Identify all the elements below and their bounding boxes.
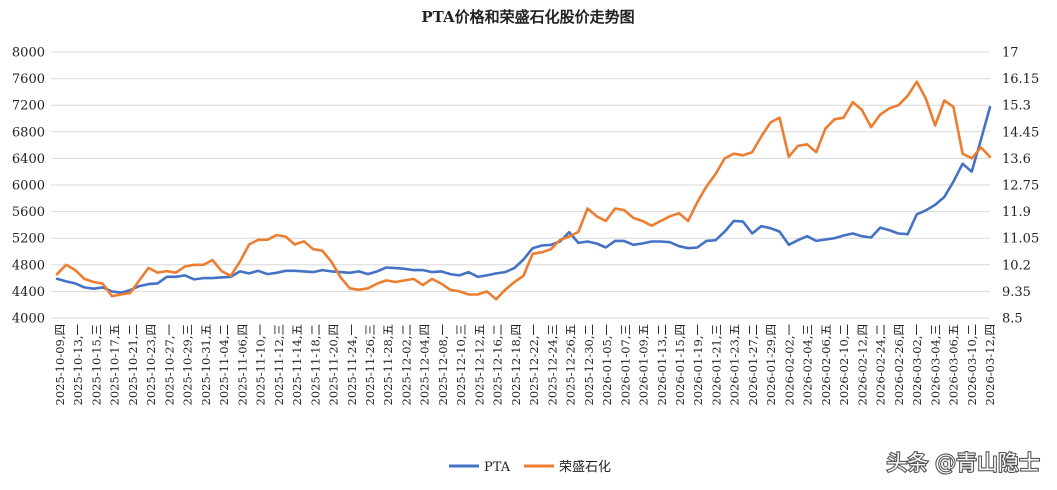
x-tick-label: 2025-11-06,四: [235, 324, 249, 405]
legend: PTA 荣盛石化: [449, 460, 611, 475]
x-tick-label: 2025-10-29,三: [181, 324, 195, 405]
x-tick-label: 2026-03-04,三: [928, 324, 942, 405]
y-axis-right: 17 16.15 15.3 14.45 13.6 12.75 11.9 11.05 10.2 9.…: [1002, 46, 1039, 327]
x-tick-label: 2025-12-12,五: [472, 324, 486, 405]
x-tick-label: 2025-12-30,二: [582, 324, 596, 405]
x-tick-label: 2026-02-04,三: [801, 324, 815, 405]
y-right-tick-label: 10.2: [1002, 258, 1031, 273]
x-tick-label: 2026-03-06,五: [947, 324, 961, 405]
x-tick-label: 2025-12-18,四: [509, 324, 523, 405]
y-left-tick-label: 6400: [12, 152, 45, 167]
y-left-tick-label: 5600: [12, 205, 45, 220]
series-line-pta: [55, 105, 992, 295]
y-left-tick-label: 6800: [12, 125, 45, 140]
x-tick-label: 2025-12-08,一: [436, 324, 450, 406]
x-tick-label: 2025-10-15,三: [89, 324, 103, 405]
x-tick-label: 2025-12-26,五: [564, 324, 578, 405]
x-tick-label: 2026-02-26,四: [892, 324, 906, 405]
x-tick-label: 2025-11-10,一: [254, 324, 268, 406]
y-left-tick-label: 7600: [12, 72, 45, 87]
y-left-tick-label: 8000: [12, 46, 45, 61]
x-tick-label: 2025-11-26,三: [363, 324, 377, 405]
y-right-tick-label: 13.6: [1002, 152, 1031, 167]
x-tick-label: 2026-02-12,四: [855, 324, 869, 405]
x-tick-label: 2025-12-22,一: [527, 324, 541, 406]
x-tick-label: 2026-01-15,四: [673, 324, 687, 405]
x-tick-label: 2026-01-05,一: [600, 324, 614, 406]
x-tick-label: 2025-10-31,五: [199, 324, 213, 405]
x-tick-label: 2025-11-12,三: [272, 324, 286, 405]
x-tick-label: 2026-02-10,二: [837, 324, 851, 405]
x-tick-label: 2026-01-07,三: [618, 324, 632, 405]
x-tick-label: 2025-12-02,二: [399, 324, 413, 405]
y-left-tick-label: 4400: [12, 285, 45, 300]
x-tick-label: 2025-11-18,二: [308, 324, 322, 405]
x-tick-label: 2026-01-29,四: [764, 324, 778, 405]
y-right-tick-label: 17: [1002, 46, 1019, 61]
y-right-tick-label: 12.75: [1002, 179, 1039, 194]
x-tick-label: 2026-01-19,一: [691, 324, 705, 406]
y-right-tick-label: 9.35: [1002, 285, 1031, 300]
grid: [51, 51, 990, 319]
series-line-rongsheng: [55, 80, 992, 301]
y-left-tick-label: 6000: [12, 179, 45, 194]
y-left-tick-label: 5200: [12, 232, 45, 247]
watermark: 头条 @青山隐士: [886, 451, 1040, 475]
x-tick-label: 2025-11-04,二: [217, 324, 231, 405]
x-tick-label: 2025-11-14,五: [290, 324, 304, 405]
x-tick-label: 2025-10-21,二: [126, 324, 140, 405]
x-tick-label: 2025-11-20,四: [327, 324, 341, 405]
x-tick-label: 2026-03-10,二: [965, 324, 979, 405]
x-tick-label: 2026-02-02,一: [782, 324, 796, 406]
x-tick-label: 2026-02-24,二: [874, 324, 888, 405]
x-tick-label: 2025-12-04,四: [418, 324, 432, 405]
x-axis: 2025-10-09,四 2025-10-13,一 2025-10-15,三 2025…: [53, 324, 997, 406]
y-left-tick-label: 7200: [12, 99, 45, 114]
y-left-tick-label: 4800: [12, 258, 45, 273]
x-tick-label: 2025-10-13,一: [71, 324, 85, 406]
y-left-tick-label: 4000: [12, 312, 45, 327]
x-tick-label: 2026-01-13,二: [655, 324, 669, 405]
x-tick-label: 2025-10-27,一: [162, 324, 176, 406]
x-tick-label: 2026-01-09,五: [637, 324, 651, 405]
x-tick-label: 2025-10-23,四: [144, 324, 158, 405]
x-tick-label: 2026-02-06,五: [819, 324, 833, 405]
legend-label-rongsheng: 荣盛石化: [559, 460, 611, 475]
y-right-tick-label: 14.45: [1002, 125, 1039, 140]
y-right-tick-label: 8.5: [1002, 312, 1023, 327]
x-tick-label: 2025-10-09,四: [53, 324, 67, 405]
x-tick-label: 2025-12-10,三: [454, 324, 468, 405]
chart-title: PTA价格和荣盛石化股价走势图: [421, 8, 634, 26]
legend-label-pta: PTA: [484, 460, 511, 475]
x-tick-label: 2025-12-16,二: [491, 324, 505, 405]
x-tick-label: 2026-03-02,一: [910, 324, 924, 406]
x-tick-label: 2026-01-21,三: [709, 324, 723, 405]
x-tick-label: 2025-12-24,三: [545, 324, 559, 405]
x-tick-label: 2025-10-17,五: [108, 324, 122, 405]
x-tick-label: 2026-03-12,四: [983, 324, 997, 405]
y-right-tick-label: 16.15: [1002, 72, 1039, 87]
y-right-tick-label: 11.9: [1002, 205, 1031, 220]
y-axis-left: 8000 7600 7200 6800 6400 6000 5600 5200 4800 4400…: [12, 46, 45, 327]
x-tick-label: 2026-01-23,五: [728, 324, 742, 405]
y-right-tick-label: 15.3: [1002, 99, 1031, 114]
plot-area: [55, 80, 992, 301]
x-tick-label: 2025-11-28,五: [381, 324, 395, 405]
x-tick-label: 2025-11-24,一: [345, 324, 359, 406]
y-right-tick-label: 11.05: [1002, 232, 1039, 247]
x-tick-label: 2026-01-27,二: [746, 324, 760, 405]
